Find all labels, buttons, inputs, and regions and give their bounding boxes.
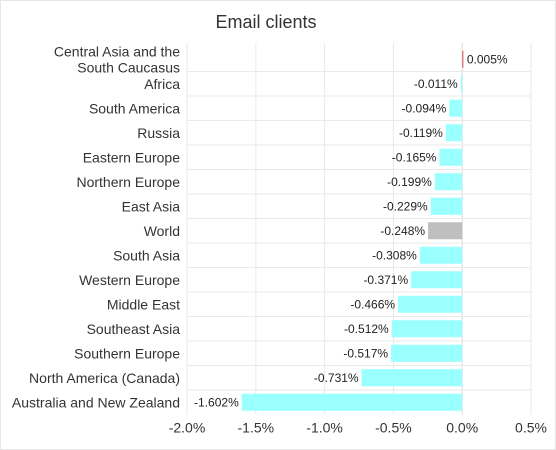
category-label: Eastern Europe [83,149,180,165]
x-tick-label: -1.0% [306,420,343,436]
data-label: -0.199% [387,175,432,189]
bar [462,50,464,68]
category-label: North America (Canada) [29,370,180,386]
category-label: Africa [144,76,180,92]
bar [398,295,463,313]
data-label: -0.466% [350,297,395,311]
data-label: -0.165% [392,150,437,164]
category-label: Western Europe [79,272,180,288]
data-label: -0.248% [380,224,425,238]
category-label: Middle East [107,296,180,312]
bar [428,222,463,240]
bar [439,148,463,166]
data-label: 0.005% [467,52,508,66]
category-label: East Asia [122,198,181,214]
category-label: Southern Europe [74,345,180,361]
bar [445,124,463,142]
bar [411,271,463,289]
chart-title: Email clients [215,12,316,32]
data-label: -0.094% [402,101,447,115]
category-label: South America [89,100,180,116]
category-label: Southeast Asia [87,321,181,337]
category-labels: Central Asia and the South CaucasusAfrica… [12,43,180,410]
data-label: -0.011% [414,77,458,91]
data-label: -0.517% [343,346,388,360]
bar [460,75,463,93]
data-label: -0.119% [399,126,443,140]
category-label: Central Asia and the South Caucasus [54,43,180,75]
category-label: Russia [137,125,180,141]
data-label: -0.512% [344,322,389,336]
category-label: Australia and New Zealand [12,394,180,410]
x-tick-label: -1.5% [238,420,275,436]
x-axis-ticks: -2.0% -1.5% -1.0% -0.5% 0.0% 0.5% [169,420,547,436]
x-tick-label: 0.5% [515,420,547,436]
data-labels: 0.005% -0.011% -0.094% -0.119% -0.165% -0.199… [194,52,508,409]
x-tick-label: -2.0% [169,420,206,436]
data-label: -1.602% [194,395,239,409]
data-label: -0.731% [314,371,359,385]
bar [419,246,463,264]
category-label: Northern Europe [76,174,180,190]
category-label: South Asia [113,247,180,263]
x-tick-label: 0.0% [446,420,478,436]
bars [241,50,464,411]
bar [449,99,463,117]
bar [430,197,463,215]
bar [241,393,463,411]
bar [361,369,463,387]
x-tick-label: -0.5% [375,420,412,436]
grid-lines [186,43,532,415]
bar [434,173,463,191]
data-label: -0.371% [363,273,408,287]
category-label: World [144,223,180,239]
bar [391,320,463,338]
data-label: -0.308% [372,248,417,262]
bar [391,344,463,362]
data-label: -0.229% [383,199,428,213]
